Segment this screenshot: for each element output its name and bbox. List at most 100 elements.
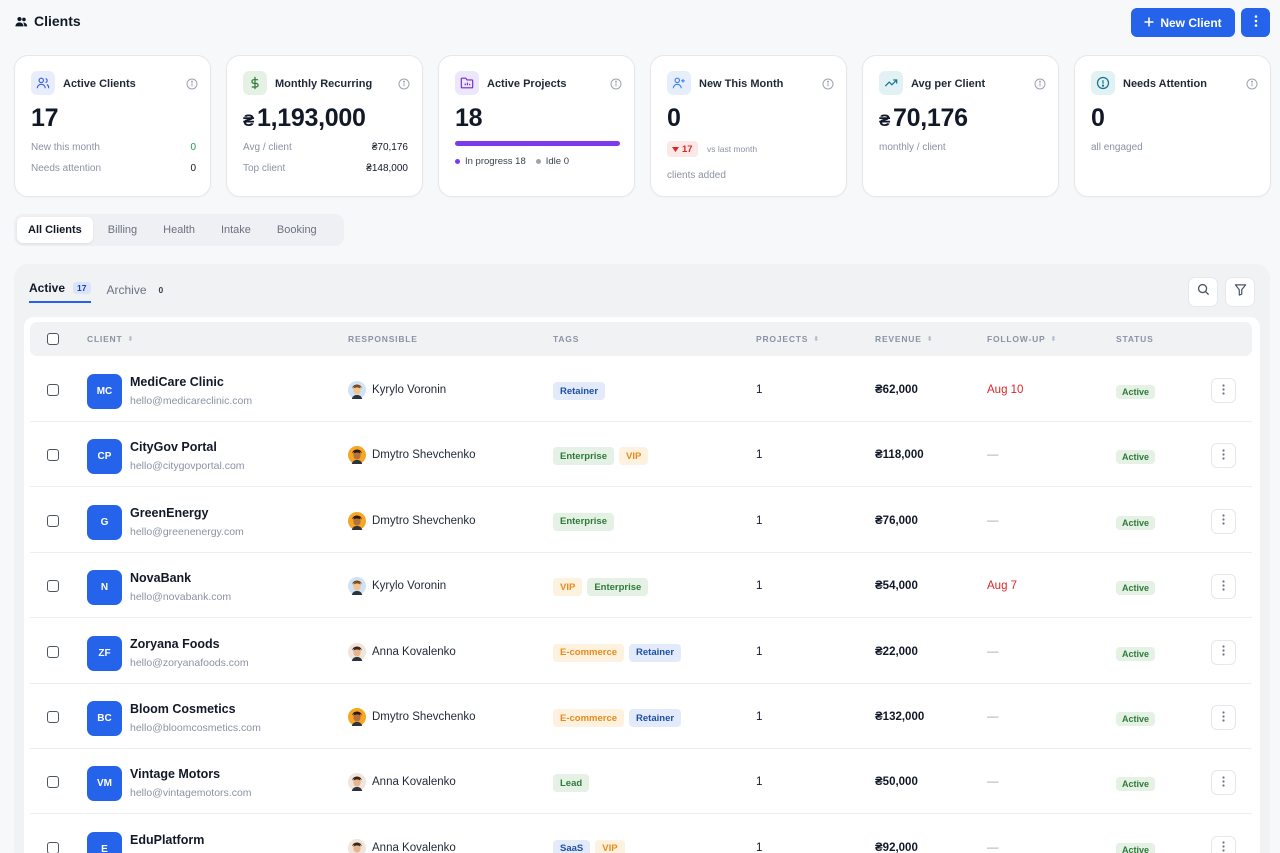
client-name[interactable]: NovaBank xyxy=(130,571,192,586)
user-plus-icon xyxy=(667,71,691,95)
header-projects[interactable]: PROJECTS ⬍ xyxy=(756,334,819,344)
legend-label: In progress 18 xyxy=(465,156,526,167)
kpi-label: Needs Attention xyxy=(1123,78,1207,90)
page-title-text: Clients xyxy=(34,13,81,29)
kpi-needs-attention[interactable]: Needs Attention 0 all engaged xyxy=(1074,55,1271,197)
info-icon[interactable] xyxy=(610,77,622,90)
info-icon[interactable] xyxy=(1034,77,1046,90)
info-icon[interactable] xyxy=(822,77,834,90)
row-actions-button[interactable] xyxy=(1211,443,1236,469)
client-name[interactable]: Bloom Cosmetics xyxy=(130,702,236,716)
kpi-active-clients[interactable]: Active Clients 17 New this month 0 Needs… xyxy=(14,55,211,197)
row-checkbox[interactable] xyxy=(47,841,59,853)
responsible: Anna Kovalenko xyxy=(348,773,456,792)
kpi-new-this-month[interactable]: New This Month 0 17 vs last month client… xyxy=(650,55,847,197)
select-all-checkbox[interactable] xyxy=(47,333,59,345)
tab-count: 0 xyxy=(158,285,164,295)
person-avatar-icon xyxy=(348,577,366,596)
row-actions-button[interactable] xyxy=(1211,508,1236,534)
tag[interactable]: Retainer xyxy=(629,643,682,662)
filter-button[interactable] xyxy=(1225,277,1255,307)
info-icon[interactable] xyxy=(186,77,198,90)
client-email: hello@greenenergy.com xyxy=(130,525,244,538)
search-button[interactable] xyxy=(1188,277,1218,307)
more-actions-button[interactable] xyxy=(1241,8,1270,37)
tag[interactable]: VIP xyxy=(595,839,625,853)
row-checkbox[interactable] xyxy=(47,711,59,723)
tag[interactable]: Enterprise xyxy=(553,512,614,531)
info-icon[interactable] xyxy=(1246,77,1258,90)
tag[interactable]: Retainer xyxy=(553,382,606,400)
projects-count: 1 xyxy=(756,449,763,462)
tab-billing[interactable]: Billing xyxy=(107,224,138,236)
row-actions-button[interactable] xyxy=(1211,378,1236,403)
kpi-value: 17 xyxy=(31,104,59,132)
table-row[interactable]: BC Bloom Cosmetics hello@bloomcosmetics.co… xyxy=(30,684,1252,749)
table-row[interactable]: E EduPlatform Anna Kovalenko SaaS VIP 1 ₴92,00… xyxy=(30,815,1252,853)
person-avatar-icon xyxy=(348,446,366,465)
header-tags: TAGS xyxy=(553,334,579,344)
kpi-monthly-recurring[interactable]: Monthly Recurring ₴ 1,193,000 Avg / clien… xyxy=(226,55,423,197)
row-actions-button[interactable] xyxy=(1211,705,1236,730)
row-actions-button[interactable] xyxy=(1211,770,1236,796)
header-responsible: RESPONSIBLE xyxy=(348,334,418,344)
tab-booking[interactable]: Booking xyxy=(276,224,317,236)
row-actions-button[interactable] xyxy=(1211,835,1236,853)
table-row[interactable]: G GreenEnergy hello@greenenergy.com Dmytro … xyxy=(30,488,1252,553)
row-checkbox[interactable] xyxy=(47,645,59,658)
header-client[interactable]: CLIENT ⬍ xyxy=(87,334,133,344)
tag[interactable]: Retainer xyxy=(629,709,682,727)
row-checkbox[interactable] xyxy=(47,514,59,527)
client-name[interactable]: Zoryana Foods xyxy=(130,636,220,651)
sort-icon: ⬍ xyxy=(127,336,134,343)
status-badge: Active xyxy=(1116,450,1156,465)
client-name[interactable]: Vintage Motors xyxy=(130,767,221,782)
client-name[interactable]: EduPlatform xyxy=(130,832,205,847)
client-name[interactable]: GreenEnergy xyxy=(130,505,209,520)
tag[interactable]: SaaS xyxy=(553,839,591,853)
tab-health[interactable]: Health xyxy=(163,224,195,236)
tag[interactable]: Enterprise xyxy=(587,578,649,597)
tag[interactable]: E-commerce xyxy=(553,643,625,662)
info-icon[interactable] xyxy=(398,77,410,90)
client-name[interactable]: CityGov Portal xyxy=(130,440,217,455)
row-checkbox[interactable] xyxy=(47,449,59,462)
kpi-value: 0 xyxy=(1091,104,1105,132)
tag[interactable]: E-commerce xyxy=(553,709,625,727)
kpi-active-projects[interactable]: Active Projects 18 In progress 18 Idle 0 xyxy=(438,55,635,197)
kpi-avg-per-client[interactable]: Avg per Client ₴ 70,176 monthly / client xyxy=(862,55,1059,197)
row-checkbox[interactable] xyxy=(47,776,59,789)
tags: Retainer xyxy=(553,382,606,400)
tag[interactable]: VIP xyxy=(553,578,583,597)
tab-archive[interactable]: Archive 0 xyxy=(107,283,168,303)
tag[interactable]: Enterprise xyxy=(553,447,614,466)
row-actions-button[interactable] xyxy=(1211,574,1236,600)
kpi-row-label: Avg / client xyxy=(243,142,292,153)
responsible: Kyrylo Voronin xyxy=(348,577,446,596)
table-row[interactable]: MC MediCare Clinic hello@medicareclinic.co… xyxy=(30,357,1252,422)
client-name[interactable]: MediCare Clinic xyxy=(130,375,224,389)
table-row[interactable]: N NovaBank hello@novabank.com Kyrylo Voroni… xyxy=(30,553,1252,619)
client-avatar: G xyxy=(87,504,122,540)
tab-intake[interactable]: Intake xyxy=(220,224,251,236)
client-avatar: CP xyxy=(87,439,122,475)
new-client-button[interactable]: New Client xyxy=(1131,8,1235,37)
person-avatar-icon xyxy=(348,708,366,726)
row-checkbox[interactable] xyxy=(47,580,59,593)
table-row[interactable]: ZF Zoryana Foods hello@zoryanafoods.com Ann… xyxy=(30,619,1252,684)
projects-count: 1 xyxy=(756,776,763,789)
table-row[interactable]: CP CityGov Portal hello@citygovportal.com D… xyxy=(30,422,1252,488)
header-followup[interactable]: FOLLOW-UP ⬍ xyxy=(987,334,1056,344)
tab-all-clients[interactable]: All Clients xyxy=(17,217,93,243)
table-row[interactable]: VM Vintage Motors hello@vintagemotors.com A… xyxy=(30,749,1252,815)
tag[interactable]: VIP xyxy=(619,447,649,466)
projects-legend: In progress 18 Idle 0 xyxy=(455,156,569,167)
header-revenue[interactable]: REVENUE ⬍ xyxy=(875,334,933,344)
header-label: FOLLOW-UP xyxy=(987,334,1046,344)
row-actions-button[interactable] xyxy=(1211,639,1236,665)
tag[interactable]: Lead xyxy=(553,774,590,793)
row-checkbox[interactable] xyxy=(47,384,59,396)
tab-active[interactable]: Active 17 xyxy=(29,281,91,303)
kpi-row: New this month 0 xyxy=(31,142,196,153)
responsible: Anna Kovalenko xyxy=(348,642,456,661)
